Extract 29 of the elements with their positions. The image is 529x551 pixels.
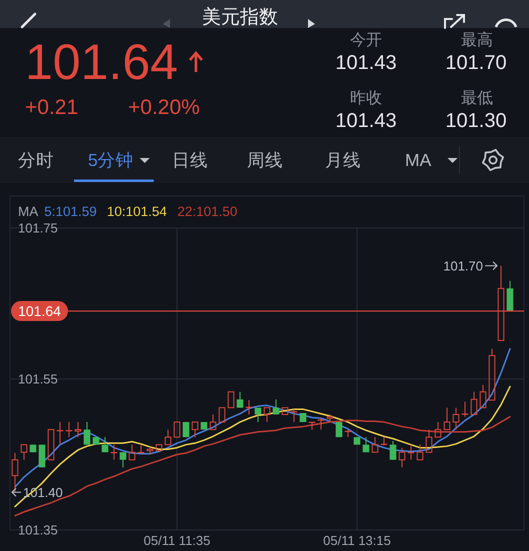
annotation: 日线	[172, 150, 208, 170]
annotation: 最低	[461, 90, 493, 107]
y-tick-label: 101.35	[18, 522, 58, 538]
legend-item: 5:101.59	[44, 204, 97, 219]
annotation: 101.43	[335, 110, 397, 132]
annotation: +0.20%	[128, 96, 200, 119]
annotation: 5分钟	[88, 150, 134, 170]
legend-item: MA	[18, 204, 38, 219]
annotation: +0.21	[25, 96, 78, 119]
title: 美元指数	[202, 7, 278, 28]
annotation: 最高	[461, 32, 493, 49]
annotation: 101.43	[335, 52, 397, 74]
annotation: 分时	[18, 150, 54, 170]
annotation: 101.70	[443, 258, 483, 274]
annotation: 101.70	[445, 52, 507, 74]
annotation: 昨收	[350, 90, 382, 107]
annotation: 今开	[350, 32, 382, 49]
x-tick-label: 05/11 11:35	[144, 533, 210, 548]
legend-item: 10:101.54	[106, 204, 167, 219]
y-tick-label: 101.75	[18, 220, 58, 236]
x-tick-label: 05/11 13:15	[323, 533, 391, 548]
annotation: 月线	[325, 150, 361, 170]
annotation: MA	[405, 150, 432, 170]
annotation: 周线	[247, 150, 283, 170]
legend-item: 22:101.50	[177, 204, 238, 219]
annotation: 101.64	[25, 34, 178, 90]
ref-line-label: 101.64	[18, 303, 61, 320]
annotation: 101.30	[445, 110, 507, 132]
y-tick-label: 101.55	[18, 372, 58, 386]
